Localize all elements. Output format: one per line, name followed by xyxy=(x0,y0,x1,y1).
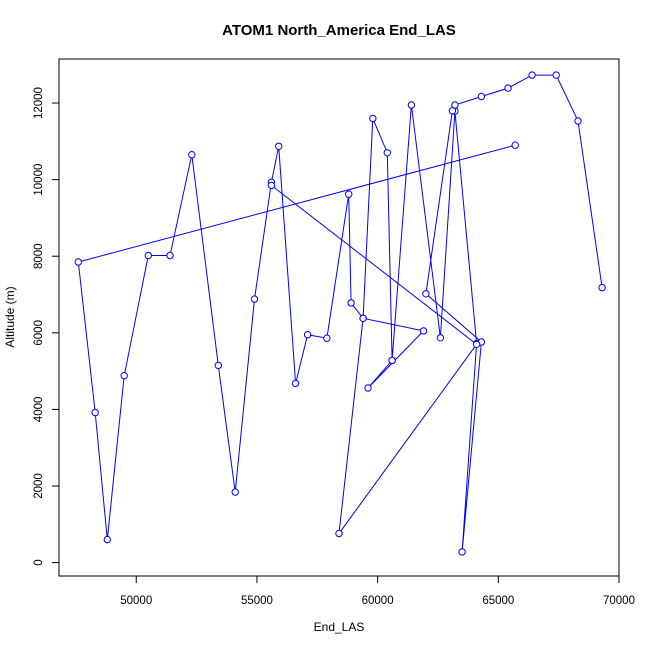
series-line-2 xyxy=(271,185,478,536)
x-tick-label: 70000 xyxy=(603,595,635,607)
y-tick-label: 2000 xyxy=(33,473,45,499)
y-axis: 0 2000 4000 6000 8000 10000 12000 xyxy=(33,87,60,566)
data-point xyxy=(388,356,396,365)
data-point xyxy=(552,71,560,79)
x-axis-title: End_LAS xyxy=(314,620,365,634)
data-point xyxy=(598,283,606,292)
data-point xyxy=(458,548,466,556)
y-axis-title: Altitude (m) xyxy=(3,286,17,347)
data-point xyxy=(103,535,112,544)
data-point xyxy=(422,290,430,298)
data-point xyxy=(91,408,99,417)
y-tick-label: 12000 xyxy=(33,87,45,119)
data-point xyxy=(369,114,377,123)
series-line-1 xyxy=(77,74,603,552)
x-axis: 50000 55000 60000 65000 70000 xyxy=(120,575,635,607)
data-point xyxy=(477,92,486,101)
x-tick-label: 50000 xyxy=(120,595,152,607)
data-point xyxy=(335,529,343,538)
data-point xyxy=(364,384,372,392)
data-point xyxy=(188,151,196,159)
data-point xyxy=(231,488,239,496)
y-tick-label: 0 xyxy=(33,559,45,565)
data-point xyxy=(74,258,83,266)
x-tick-label: 55000 xyxy=(241,595,273,607)
data-point xyxy=(303,331,312,339)
data-point xyxy=(120,372,128,380)
data-point xyxy=(383,149,391,157)
y-tick-label: 6000 xyxy=(33,320,45,346)
data-point xyxy=(436,334,445,342)
data-point xyxy=(451,101,459,109)
data-point xyxy=(504,84,512,92)
data-point xyxy=(472,340,481,348)
y-tick-label: 10000 xyxy=(33,164,45,196)
y-tick-label: 4000 xyxy=(33,397,45,423)
data-point xyxy=(407,101,416,109)
x-tick-label: 65000 xyxy=(482,595,514,607)
data-point xyxy=(166,251,174,260)
y-tick-label: 8000 xyxy=(33,243,45,269)
data-point xyxy=(511,141,519,149)
data-point xyxy=(528,71,536,79)
data-point xyxy=(323,334,331,342)
data-point xyxy=(214,361,223,370)
data-point xyxy=(144,251,153,260)
data-point xyxy=(574,117,582,125)
data-point xyxy=(347,299,355,307)
series-layer xyxy=(74,71,606,556)
data-point xyxy=(275,142,283,151)
plot-frame xyxy=(58,58,620,577)
data-point xyxy=(267,181,276,190)
data-point xyxy=(419,327,428,335)
data-point xyxy=(359,314,367,322)
data-point xyxy=(250,295,259,303)
data-point xyxy=(345,190,353,198)
data-point xyxy=(291,379,300,388)
chart-title: ATOM1 North_America End_LAS xyxy=(222,22,456,39)
x-tick-label: 60000 xyxy=(362,595,394,607)
